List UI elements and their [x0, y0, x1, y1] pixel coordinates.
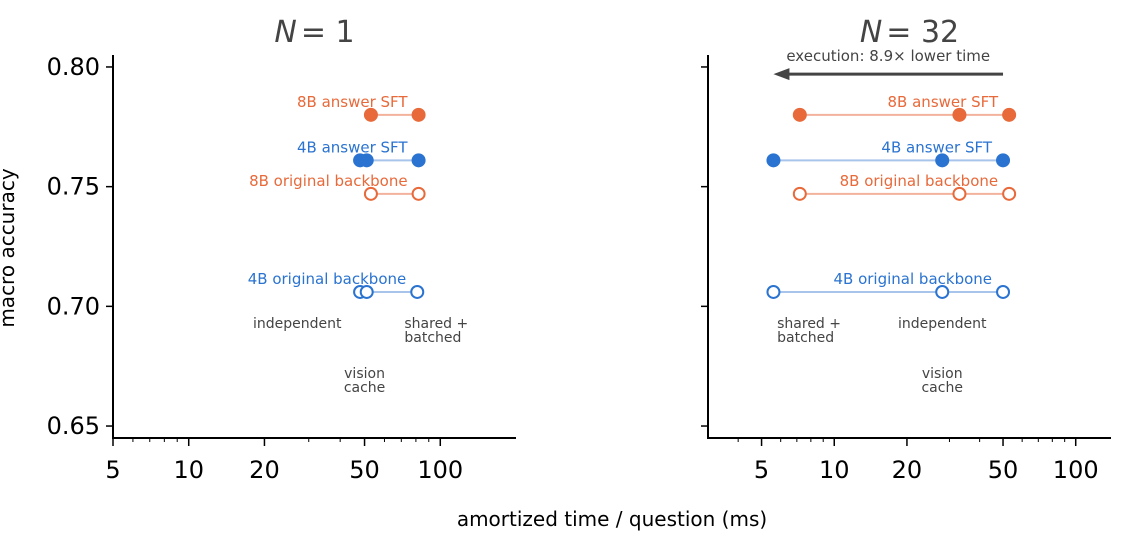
panel-title: N = 32 — [860, 15, 959, 50]
x-tick-label: 20 — [892, 456, 923, 484]
x-tick-label: 5 — [105, 456, 120, 484]
data-point — [363, 107, 378, 122]
data-point — [411, 107, 426, 122]
annotation-text: batched — [404, 330, 461, 346]
annotation-text: vision — [922, 366, 963, 382]
data-point — [792, 107, 807, 122]
series-label: 8B answer SFT — [888, 93, 999, 111]
y-tick-label: 0.70 — [47, 292, 100, 320]
x-tick-label: 50 — [349, 456, 380, 484]
data-point — [363, 186, 378, 201]
data-point — [766, 153, 781, 168]
arrow-label: execution: 8.9× lower time — [786, 47, 990, 65]
data-point — [1002, 186, 1017, 201]
data-point — [996, 153, 1011, 168]
series-label: 8B answer SFT — [297, 93, 408, 111]
data-point — [359, 284, 374, 299]
data-point — [766, 284, 781, 299]
annotation-text: shared + — [404, 316, 468, 332]
series-label: 4B answer SFT — [881, 138, 992, 156]
data-point — [359, 153, 374, 168]
data-point — [410, 284, 425, 299]
x-tick-label: 100 — [1053, 456, 1099, 484]
annotation-text: cache — [344, 380, 385, 396]
data-point — [792, 186, 807, 201]
x-tick-label: 10 — [173, 456, 204, 484]
panel-title-var: N — [860, 15, 882, 50]
panel-title: N = 1 — [274, 15, 354, 50]
arrow-head — [773, 68, 790, 81]
data-point — [1002, 107, 1017, 122]
data-point — [411, 186, 426, 201]
annotation-text: independent — [898, 316, 987, 332]
series-label: 4B original backbone — [248, 270, 407, 288]
x-tick-label: 100 — [417, 456, 463, 484]
panel-title-eq: = 32 — [886, 15, 959, 50]
y-axis-label: macro accuracy — [0, 168, 19, 328]
panel-n32: N = 32 5 10 20 50 100 8B answer SFT 4B answer SF… — [701, 15, 1111, 484]
data-point — [411, 153, 426, 168]
data-point — [952, 186, 967, 201]
x-axis-label: amortized time / question (ms) — [457, 507, 767, 531]
y-tick-label: 0.65 — [47, 412, 100, 440]
series-label: 8B original backbone — [249, 172, 408, 190]
x-tick-label: 20 — [249, 456, 280, 484]
annotation-text: independent — [253, 316, 342, 332]
data-point — [996, 284, 1011, 299]
annotation-text: shared + — [777, 316, 841, 332]
panel-n1: N = 1 0.65 0.70 0.75 0.80 5 10 20 50 100 8B answer … — [47, 15, 516, 484]
panel-title-var: N — [274, 15, 296, 50]
panel-title-eq: = 1 — [301, 15, 355, 50]
x-tick-label: 50 — [988, 456, 1019, 484]
annotation-text: vision — [344, 366, 385, 382]
y-tick-label: 0.80 — [47, 53, 100, 81]
series-label: 8B original backbone — [840, 172, 999, 190]
series-label: 4B answer SFT — [297, 138, 408, 156]
data-point — [935, 153, 950, 168]
y-tick-label: 0.75 — [47, 173, 100, 201]
data-point — [952, 107, 967, 122]
data-point — [935, 284, 950, 299]
series-label: 4B original backbone — [833, 270, 992, 288]
annotation-text: batched — [777, 330, 834, 346]
x-tick-label: 10 — [819, 456, 850, 484]
x-tick-label: 5 — [754, 456, 769, 484]
annotation-text: cache — [921, 380, 962, 396]
